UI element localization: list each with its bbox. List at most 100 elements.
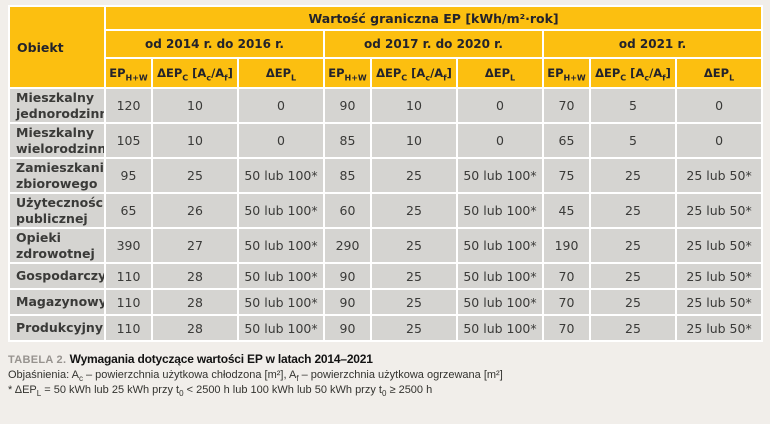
table-row: Magazynowy 110 28 50 lub 100* 90 25 50 l… xyxy=(8,288,764,316)
value-cell: 90 xyxy=(323,87,372,124)
footnote-depl-rule: * ΔEPL = 50 kWh lub 25 kWh przy t0 < 250… xyxy=(8,384,433,399)
value-cell: 25 xyxy=(589,262,677,290)
value-cell: 190 xyxy=(542,227,591,264)
value-cell: 70 xyxy=(542,87,591,124)
value-cell: 25 xyxy=(589,192,677,229)
row-label-magazynowy: Magazynowy xyxy=(8,288,106,316)
row-label-zamieszkania-zbiorowego: Zamieszkania zbiorowego xyxy=(8,157,106,194)
value-cell: 5 xyxy=(589,122,677,159)
value-cell: 110 xyxy=(104,262,153,290)
value-cell: 25 xyxy=(589,227,677,264)
table-row: Opieki zdrowotnej 390 27 50 lub 100* 290… xyxy=(8,227,764,264)
value-cell: 25 xyxy=(151,157,239,194)
table-row: Użyteczności publicznej 65 26 50 lub 100… xyxy=(8,192,764,229)
value-cell: 0 xyxy=(674,87,764,124)
value-cell: 50 lub 100* xyxy=(456,288,544,316)
value-cell: 50 lub 100* xyxy=(456,262,544,290)
col-header-ep-hw: EPH+W xyxy=(323,57,372,89)
value-cell: 75 xyxy=(542,157,591,194)
value-cell: 0 xyxy=(237,122,325,159)
value-cell: 25 xyxy=(370,288,458,316)
value-cell: 65 xyxy=(542,122,591,159)
value-cell: 105 xyxy=(104,122,153,159)
value-cell: 25 lub 50* xyxy=(674,157,764,194)
ep-limits-table: Obiekt Wartość graniczna EP [kWh/m²·rok]… xyxy=(8,5,764,342)
col-header-ep-hw: EPH+W xyxy=(104,57,153,89)
row-label-opieki-zdrowotnej: Opieki zdrowotnej xyxy=(8,227,106,264)
value-cell: 25 lub 50* xyxy=(674,262,764,290)
caption-tag: TABELA 2. xyxy=(8,354,67,366)
table-row: Gospodarczy 110 28 50 lub 100* 90 25 50 … xyxy=(8,262,764,290)
value-cell: 50 lub 100* xyxy=(456,227,544,264)
value-cell: 65 xyxy=(104,192,153,229)
value-cell: 25 xyxy=(589,288,677,316)
value-cell: 26 xyxy=(151,192,239,229)
col-header-dep-c: ΔEPC [Ac/Af] xyxy=(151,57,239,89)
value-cell: 85 xyxy=(323,157,372,194)
value-cell: 120 xyxy=(104,87,153,124)
value-cell: 28 xyxy=(151,314,239,342)
footnote-explanations: Objaśnienia: Ac – powierzchnia użytkowa … xyxy=(8,369,503,384)
value-cell: 50 lub 100* xyxy=(456,192,544,229)
value-cell: 25 lub 50* xyxy=(674,288,764,316)
row-label-produkcyjny: Produkcyjny xyxy=(8,314,106,342)
value-cell: 0 xyxy=(456,87,544,124)
table-row: Zamieszkania zbiorowego 95 25 50 lub 100… xyxy=(8,157,764,194)
value-cell: 0 xyxy=(456,122,544,159)
value-cell: 25 xyxy=(589,314,677,342)
value-cell: 0 xyxy=(237,87,325,124)
value-cell: 60 xyxy=(323,192,372,229)
value-cell: 50 lub 100* xyxy=(237,288,325,316)
col-header-dep-l: ΔEPL xyxy=(456,57,544,89)
value-cell: 10 xyxy=(370,122,458,159)
col-header-dep-l: ΔEPL xyxy=(237,57,325,89)
value-cell: 10 xyxy=(151,122,239,159)
value-cell: 110 xyxy=(104,314,153,342)
value-cell: 95 xyxy=(104,157,153,194)
value-cell: 25 xyxy=(370,157,458,194)
col-header-dep-c: ΔEPC [Ac/Af] xyxy=(370,57,458,89)
caption-text: Wymagania dotyczące wartości EP w latach… xyxy=(69,352,373,366)
value-cell: 70 xyxy=(542,288,591,316)
value-cell: 25 xyxy=(370,314,458,342)
value-cell: 50 lub 100* xyxy=(237,227,325,264)
value-cell: 25 lub 50* xyxy=(674,227,764,264)
col-header-dep-l: ΔEPL xyxy=(674,57,764,89)
table-title: Wartość graniczna EP [kWh/m²·rok] xyxy=(103,5,764,31)
col-header-dep-c: ΔEPC [Ac/Af] xyxy=(589,57,677,89)
table-row: Mieszkalny wielorodzinny 105 10 0 85 10 … xyxy=(8,122,764,159)
col-header-ep-hw: EPH+W xyxy=(542,57,591,89)
value-cell: 25 xyxy=(589,157,677,194)
value-cell: 25 lub 50* xyxy=(674,192,764,229)
value-cell: 90 xyxy=(323,288,372,316)
value-cell: 25 xyxy=(370,262,458,290)
row-label-uzytecznosci-publicznej: Użyteczności publicznej xyxy=(8,192,106,229)
value-cell: 85 xyxy=(323,122,372,159)
obiekt-header: Obiekt xyxy=(8,5,106,89)
value-cell: 70 xyxy=(542,262,591,290)
value-cell: 90 xyxy=(323,314,372,342)
value-cell: 50 lub 100* xyxy=(237,157,325,194)
table-row: Mieszkalny jednorodzinny 120 10 0 90 10 … xyxy=(8,87,764,124)
table-caption: TABELA 2. Wymagania dotyczące wartości E… xyxy=(8,352,762,366)
value-cell: 45 xyxy=(542,192,591,229)
value-cell: 50 lub 100* xyxy=(237,314,325,342)
value-cell: 25 lub 50* xyxy=(674,314,764,342)
value-cell: 70 xyxy=(542,314,591,342)
value-cell: 390 xyxy=(104,227,153,264)
value-cell: 27 xyxy=(151,227,239,264)
value-cell: 25 xyxy=(370,227,458,264)
row-label-mieszkalny-wielorodzinny: Mieszkalny wielorodzinny xyxy=(8,122,106,159)
value-cell: 50 lub 100* xyxy=(456,157,544,194)
value-cell: 0 xyxy=(674,122,764,159)
row-label-mieszkalny-jednorodzinny: Mieszkalny jednorodzinny xyxy=(8,87,106,124)
value-cell: 290 xyxy=(323,227,372,264)
row-label-gospodarczy: Gospodarczy xyxy=(8,262,106,290)
value-cell: 10 xyxy=(370,87,458,124)
value-cell: 50 lub 100* xyxy=(456,314,544,342)
value-cell: 28 xyxy=(151,288,239,316)
table-row: Produkcyjny 110 28 50 lub 100* 90 25 50 … xyxy=(8,314,764,342)
value-cell: 50 lub 100* xyxy=(237,192,325,229)
period-header-2014-2016: od 2014 r. do 2016 r. xyxy=(104,29,325,59)
